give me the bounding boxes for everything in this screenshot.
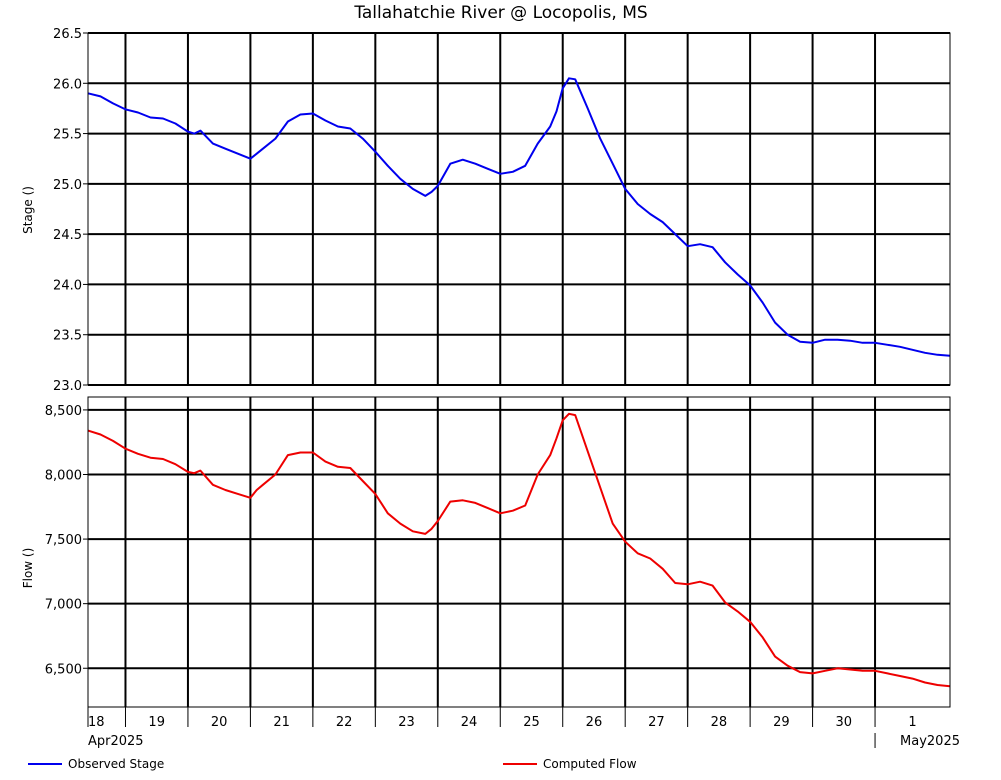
flow-y-tick-label: 8,500 <box>45 404 82 419</box>
x-tick-label: 22 <box>336 715 353 730</box>
x-tick-label: 19 <box>148 715 165 730</box>
x-tick-label: 1 <box>908 715 916 730</box>
flow-panel: 6,500 7,000 7,500 8,000 8,500 Flow () <box>21 396 951 708</box>
flow-series <box>87 412 951 688</box>
stage-y-tick-label: 25.0 <box>53 178 82 193</box>
x-tick-label: 28 <box>711 715 728 730</box>
x-tick-label: 23 <box>398 715 415 730</box>
flow-series-line <box>87 412 951 688</box>
flow-y-tick-label: 7,500 <box>45 533 82 548</box>
stage-axis-label: Stage () <box>21 186 35 234</box>
flow-y-tick-label: 7,000 <box>45 598 82 613</box>
flow-axis-label: Flow () <box>21 548 35 589</box>
stage-y-tick-label: 25.5 <box>53 128 82 143</box>
x-tick-label: 25 <box>523 715 540 730</box>
flow-grid <box>88 397 950 707</box>
time-axis: 18 19 20 21 22 23 24 25 26 27 28 29 30 1 <box>87 707 917 748</box>
stage-y-tick-label: 23.0 <box>53 379 82 394</box>
month-label-end: May2025 <box>900 734 960 749</box>
stage-plot-frame <box>87 32 951 386</box>
stage-y-tick-label: 24.0 <box>53 278 82 293</box>
x-tick-label: 26 <box>586 715 603 730</box>
stage-y-ticks: 23.0 23.5 24.0 24.5 25.0 25.5 26.0 26.5 <box>53 27 88 394</box>
flow-y-ticks: 6,500 7,000 7,500 8,000 8,500 <box>45 404 88 677</box>
x-tick-label: 20 <box>211 715 228 730</box>
chart-title: Tallahatchie River @ Locopolis, MS <box>353 3 647 23</box>
stage-y-tick-label: 24.5 <box>53 228 82 243</box>
legend: Observed Stage Computed Flow <box>28 757 637 771</box>
flow-plot-frame <box>87 396 951 708</box>
x-tick-label: 18 <box>88 715 105 730</box>
stage-series-line <box>87 77 951 357</box>
x-tick-label: 24 <box>461 715 478 730</box>
x-tick-label: 21 <box>273 715 290 730</box>
stage-series <box>87 77 951 357</box>
month-label-start: Apr2025 <box>88 734 144 749</box>
stage-panel: 23.0 23.5 24.0 24.5 25.0 25.5 26.0 26.5 Stage (… <box>21 27 951 394</box>
flow-y-tick-label: 8,000 <box>45 469 82 484</box>
stage-grid <box>88 32 950 386</box>
legend-label: Observed Stage <box>68 757 164 771</box>
stage-y-tick-label: 26.5 <box>53 27 82 42</box>
flow-y-tick-label: 6,500 <box>45 662 82 677</box>
stage-y-tick-label: 23.5 <box>53 329 82 344</box>
x-tick-label: 29 <box>773 715 790 730</box>
legend-label: Computed Flow <box>543 757 637 771</box>
stage-y-tick-label: 26.0 <box>53 77 82 92</box>
x-tick-label: 27 <box>648 715 665 730</box>
x-tick-label: 30 <box>836 715 853 730</box>
